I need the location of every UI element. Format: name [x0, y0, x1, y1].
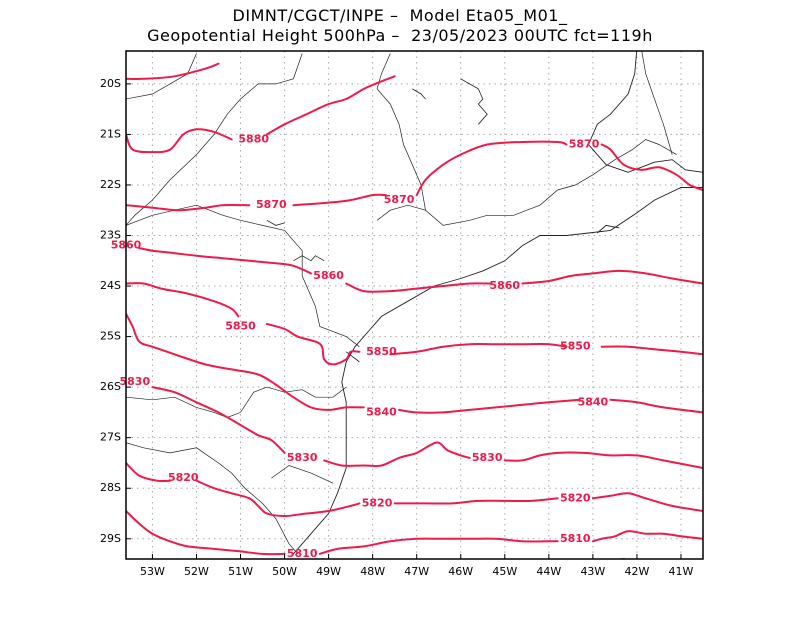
contour-line-5830 — [323, 441, 471, 468]
graticule-grid — [126, 51, 703, 559]
contour-label: 5850 — [560, 340, 591, 353]
coastline — [293, 187, 703, 555]
lat-tick-label: 25S — [100, 330, 121, 343]
contour-label: 5870 — [256, 198, 287, 211]
contour-label: 5870 — [384, 193, 415, 206]
contour-line-5850 — [389, 343, 568, 356]
contour-line-5880 — [265, 75, 396, 136]
lat-tick-label: 24S — [100, 279, 121, 292]
lon-tick-label: 48W — [360, 565, 385, 578]
contour-label: 5870 — [569, 138, 600, 151]
lat-tick-label: 28S — [100, 481, 121, 494]
axis-labels: 20S 21S 22S 23S 24S 25S 26S 27S 28S 29S 53W 52W 51W 5… — [100, 77, 694, 578]
lon-tick-label: 50W — [272, 565, 297, 578]
state-border — [376, 53, 426, 211]
contour-line-5840 — [609, 398, 703, 414]
contour-line-5840 — [398, 398, 581, 414]
contour-label: 5810 — [560, 532, 591, 545]
contour-line-5810 — [318, 537, 559, 555]
contour-line-5830 — [151, 386, 286, 454]
contour-label: 5810 — [287, 547, 318, 560]
contour-label: 5880 — [238, 132, 269, 145]
state-border — [126, 386, 347, 418]
contour-label: 5860 — [313, 269, 344, 282]
contour-label: 5840 — [578, 395, 609, 408]
contour-label: 5830 — [472, 451, 503, 464]
height-contours — [126, 62, 703, 559]
contour-line-5840 — [126, 312, 365, 411]
contour-line-5850 — [126, 282, 240, 318]
contour-line-5860 — [138, 247, 312, 275]
lat-tick-label: 27S — [100, 431, 121, 444]
lat-tick-label: 22S — [100, 178, 121, 191]
lon-tick-label: 52W — [184, 565, 209, 578]
contour-line-5860 — [521, 269, 703, 285]
contour-line-5880 — [126, 62, 220, 80]
contour-label: 5820 — [362, 496, 393, 509]
contour-label: 5820 — [168, 471, 199, 484]
contour-line-5870 — [600, 143, 703, 191]
reservoir-outline — [460, 78, 488, 125]
contour-line-5850 — [600, 345, 703, 356]
lat-tick-label: 21S — [100, 127, 121, 140]
lat-tick-label: 23S — [100, 228, 121, 241]
contour-line-5810 — [591, 530, 703, 543]
contour-line-5830 — [503, 451, 703, 469]
contour-label: 5850 — [225, 319, 256, 332]
lon-tick-label: 51W — [228, 565, 253, 578]
lon-tick-label: 53W — [140, 565, 165, 578]
lon-tick-label: 46W — [448, 565, 473, 578]
map-title-line1: DIMNT/CGCT/INPE – Model Eta05_M01_ — [232, 6, 568, 25]
contour-line-5820 — [195, 479, 361, 517]
contour-line-5820 — [591, 492, 703, 512]
lon-tick-label: 41W — [669, 565, 694, 578]
coastline — [587, 51, 703, 173]
state-border — [271, 465, 334, 484]
lat-tick-label: 26S — [100, 380, 121, 393]
contour-line-5870 — [292, 193, 387, 207]
lon-tick-label: 45W — [492, 565, 517, 578]
contour-line-5820 — [126, 462, 171, 483]
state-border — [376, 204, 527, 226]
contour-line-5860 — [345, 282, 493, 293]
contour-label: 5860 — [489, 279, 520, 292]
contour-line-5820 — [393, 497, 559, 505]
reservoir-outline — [293, 255, 325, 262]
contour-label: 5830 — [119, 375, 150, 388]
reservoir-outline — [412, 88, 426, 100]
lat-tick-label: 29S — [100, 532, 121, 545]
plot-frame — [125, 50, 704, 560]
state-border — [126, 442, 299, 555]
contour-label: 5830 — [287, 451, 318, 464]
lon-tick-label: 42W — [624, 565, 649, 578]
state-border — [126, 53, 303, 226]
contour-line-5850 — [265, 323, 361, 366]
contour-label: 5840 — [366, 405, 397, 418]
lon-tick-label: 43W — [580, 565, 605, 578]
map-title-line2: Geopotential Height 500hPa – 23/05/2023 … — [147, 26, 653, 45]
lon-tick-label: 49W — [316, 565, 341, 578]
state-border — [126, 53, 197, 100]
contour-line-5880 — [126, 128, 233, 154]
coastline — [597, 224, 620, 234]
contour-line-5870 — [415, 140, 568, 197]
lat-tick-label: 20S — [100, 77, 121, 90]
state-border — [641, 51, 673, 155]
contour-line-5810 — [126, 510, 286, 556]
lon-tick-label: 44W — [536, 565, 561, 578]
contour-line-5870 — [126, 203, 251, 212]
geography-lines — [126, 51, 703, 555]
contour-label: 5850 — [366, 345, 397, 358]
contour-label: 5820 — [560, 491, 591, 504]
state-border — [526, 139, 677, 211]
reservoir-outline — [266, 219, 285, 226]
lon-tick-label: 47W — [404, 565, 429, 578]
